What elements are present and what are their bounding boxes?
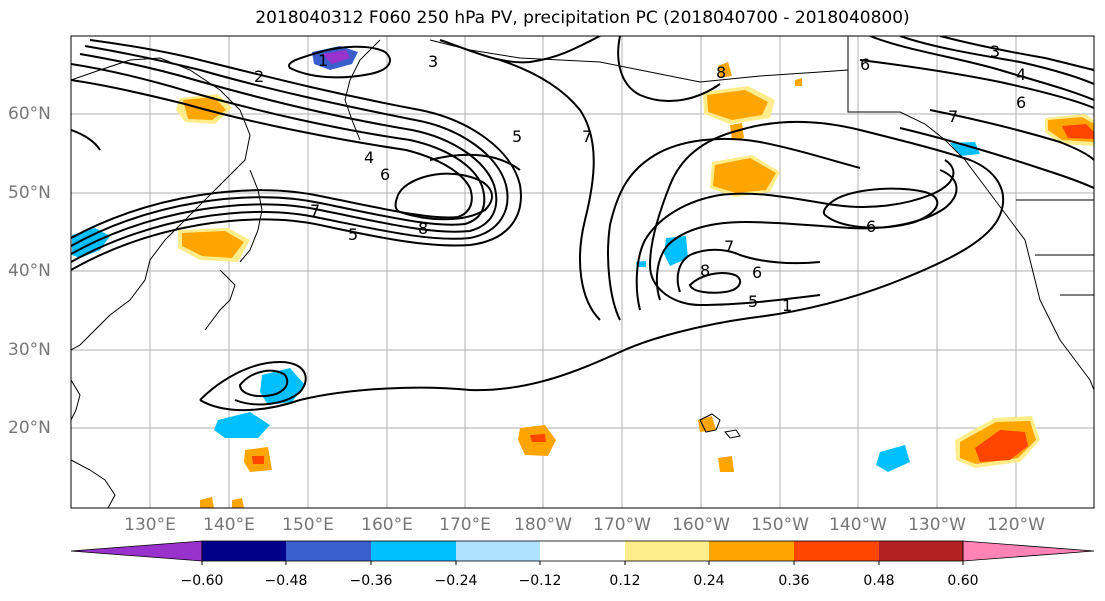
- colorbar-label: 0.36: [778, 573, 810, 589]
- contour-label: 3: [990, 42, 1000, 61]
- contour-label: 6: [380, 165, 390, 184]
- lon-label: 180°W: [514, 515, 572, 535]
- colorbar-segment: [202, 541, 286, 561]
- colorbar-segment: [879, 541, 963, 561]
- contour-label: 6: [752, 263, 762, 282]
- colorbar-extend-high: [962, 540, 1095, 562]
- lon-label: 130°W: [908, 515, 966, 535]
- lon-label: 150°W: [751, 515, 809, 535]
- plot-frame: [70, 35, 1095, 509]
- colorbar-segment: [540, 541, 625, 561]
- colorbar-label: −0.36: [349, 573, 393, 589]
- lon-label: 150°E: [282, 515, 334, 535]
- lon-label: 170°W: [593, 515, 651, 535]
- lon-label: 160°W: [672, 515, 730, 535]
- colorbar-label: 0.48: [863, 573, 895, 589]
- lat-label: 20°N: [8, 418, 51, 438]
- contour-label: 7: [582, 127, 592, 146]
- lon-label: 170°E: [439, 515, 491, 535]
- lat-label: 40°N: [8, 261, 51, 281]
- contour-label: 6: [860, 55, 870, 74]
- colorbar-label: −0.12: [518, 573, 562, 589]
- contour-label: 1: [782, 296, 792, 315]
- lon-label: 160°E: [361, 515, 413, 535]
- colorbar-label: 0.24: [693, 573, 725, 589]
- contour-label: 4: [1016, 65, 1026, 84]
- colorbar-segment: [371, 541, 456, 561]
- colorbar-label: 0.60: [947, 573, 979, 589]
- contour-label: 7: [310, 201, 320, 220]
- colorbar-extend-low: [70, 540, 203, 562]
- lon-label: 130°E: [124, 515, 176, 535]
- contour-label: 7: [724, 237, 734, 256]
- contour-labels: 2 3 1 5 7 4 6 8 7 5 8 6 3 4 6 7 6 7 8 6 …: [254, 42, 1026, 315]
- lat-label: 60°N: [8, 104, 51, 124]
- contour-label: 1: [318, 51, 328, 70]
- pv-contours: [71, 36, 1094, 412]
- colorbar-segment: [794, 541, 879, 561]
- lon-label: 120°W: [987, 515, 1045, 535]
- colorbar-segment: [456, 541, 540, 561]
- contour-label: 8: [418, 219, 428, 238]
- contour-label: 5: [512, 127, 522, 146]
- precip-negative-area: [214, 412, 270, 438]
- lon-label: 140°E: [203, 515, 255, 535]
- contour-label: 3: [428, 52, 438, 71]
- contour-label: 6: [866, 217, 876, 236]
- contour-label: 8: [700, 261, 710, 280]
- coastlines: [71, 36, 1094, 508]
- lat-label: 30°N: [8, 340, 51, 360]
- colorbar-segment: [709, 541, 794, 561]
- contour-label: 4: [364, 148, 374, 167]
- colorbar-label: −0.48: [264, 573, 308, 589]
- lon-label: 140°W: [829, 515, 887, 535]
- colorbar-segment: [286, 541, 371, 561]
- colorbar-label: −0.24: [434, 573, 478, 589]
- colorbar-label: 0.12: [609, 573, 641, 589]
- contour-label: 2: [254, 67, 264, 86]
- contour-label: 7: [948, 107, 958, 126]
- colorbar-label: −0.60: [180, 573, 224, 589]
- contour-label: 8: [716, 63, 726, 82]
- colorbar: [70, 540, 1095, 565]
- precip-negative-area: [876, 445, 910, 472]
- lat-label: 50°N: [8, 183, 51, 203]
- contour-label: 5: [748, 292, 758, 311]
- map-title: 2018040312 F060 250 hPa PV, precipitatio…: [255, 8, 910, 28]
- colorbar-segment: [625, 541, 709, 561]
- contour-label: 6: [1016, 93, 1026, 112]
- contour-label: 5: [348, 225, 358, 244]
